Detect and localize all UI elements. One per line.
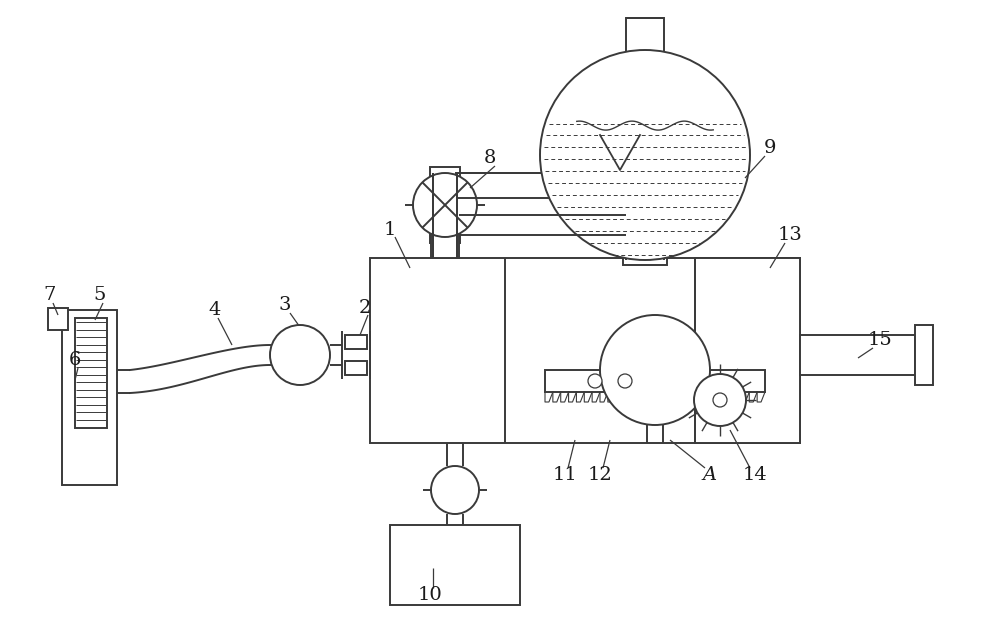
- Text: 15: 15: [868, 331, 892, 349]
- Text: 12: 12: [588, 466, 612, 484]
- Bar: [623, 255, 667, 265]
- Text: 6: 6: [69, 351, 81, 369]
- Circle shape: [270, 325, 330, 385]
- Bar: [626, 18, 664, 60]
- Bar: [800, 335, 915, 375]
- Text: 4: 4: [209, 301, 221, 319]
- Bar: [430, 167, 460, 243]
- Bar: [695, 258, 800, 443]
- Text: 14: 14: [743, 466, 767, 484]
- Bar: [370, 258, 800, 443]
- Circle shape: [600, 315, 710, 425]
- Text: 8: 8: [484, 149, 496, 167]
- Bar: [915, 325, 933, 385]
- Bar: [62, 310, 117, 485]
- Text: 9: 9: [764, 139, 776, 157]
- Text: 5: 5: [94, 286, 106, 304]
- Bar: [75, 318, 107, 428]
- Circle shape: [588, 374, 602, 388]
- Circle shape: [413, 173, 477, 237]
- Text: 1: 1: [384, 221, 396, 239]
- Circle shape: [618, 374, 632, 388]
- Circle shape: [431, 466, 479, 514]
- Text: 3: 3: [279, 296, 291, 314]
- Bar: [545, 370, 765, 392]
- Bar: [390, 525, 520, 605]
- Text: 2: 2: [359, 299, 371, 317]
- Circle shape: [694, 374, 746, 426]
- Bar: [647, 360, 663, 380]
- Text: 7: 7: [44, 286, 56, 304]
- Text: 13: 13: [778, 226, 802, 244]
- Bar: [48, 308, 68, 330]
- Bar: [345, 361, 367, 375]
- Text: 11: 11: [553, 466, 577, 484]
- Text: A: A: [703, 466, 717, 484]
- Circle shape: [540, 50, 750, 260]
- Bar: [431, 215, 459, 258]
- Circle shape: [713, 393, 727, 407]
- Bar: [345, 335, 367, 349]
- Text: 10: 10: [418, 586, 442, 604]
